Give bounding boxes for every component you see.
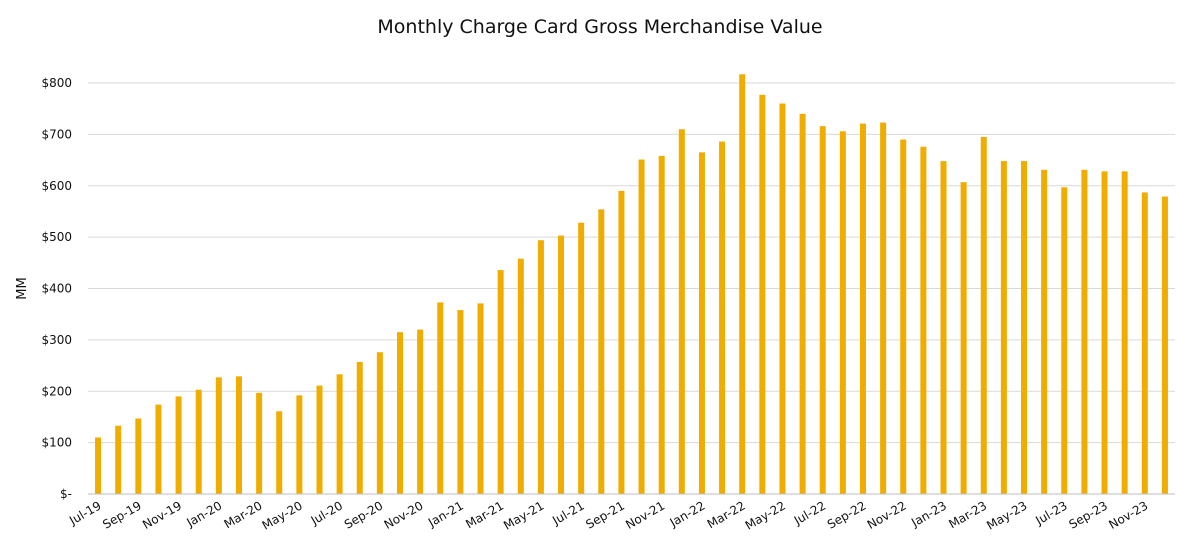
bar-apr-20 bbox=[276, 411, 283, 494]
bar-may-20 bbox=[296, 395, 303, 494]
bar-aug-23 bbox=[1081, 169, 1088, 495]
x-tick-label: Sep-22 bbox=[825, 498, 869, 531]
bar-feb-21 bbox=[477, 303, 484, 494]
x-tick-label: Jul-23 bbox=[1032, 498, 1069, 528]
bar-may-23 bbox=[1021, 161, 1028, 494]
bar-jul-23 bbox=[1061, 187, 1068, 494]
bar-dec-21 bbox=[678, 129, 685, 495]
bar-feb-20 bbox=[235, 376, 242, 494]
x-tick-label: Sep-19 bbox=[100, 498, 144, 531]
y-tick-label: $200 bbox=[41, 384, 72, 398]
bar-jun-22 bbox=[799, 113, 806, 494]
bar-dec-19 bbox=[195, 389, 202, 494]
chart-title: Monthly Charge Card Gross Merchandise Va… bbox=[377, 16, 823, 38]
bar-aug-22 bbox=[839, 131, 846, 495]
x-tick-label: Mar-23 bbox=[946, 498, 989, 531]
bar-sep-22 bbox=[859, 123, 866, 495]
x-tick-label: Jan-23 bbox=[908, 498, 949, 530]
x-tick-label: May-23 bbox=[984, 498, 1029, 532]
bar-oct-19 bbox=[155, 404, 162, 494]
bar-jan-21 bbox=[457, 310, 464, 494]
bar-nov-20 bbox=[417, 329, 424, 494]
x-tick-label: Mar-22 bbox=[705, 498, 748, 531]
bar-mar-22 bbox=[739, 74, 746, 495]
bar-may-22 bbox=[779, 103, 786, 495]
y-tick-label: $300 bbox=[41, 333, 72, 347]
bar-jun-21 bbox=[558, 235, 565, 495]
x-tick-label: Jul-19 bbox=[66, 498, 103, 528]
y-tick-label: $500 bbox=[41, 230, 72, 244]
bar-sep-20 bbox=[376, 352, 383, 494]
y-tick-label: $600 bbox=[41, 179, 72, 193]
x-tick-label: May-21 bbox=[501, 498, 546, 532]
x-tick-label: Jan-20 bbox=[183, 498, 224, 530]
bar-jan-23 bbox=[940, 161, 947, 494]
bar-jun-23 bbox=[1041, 169, 1048, 495]
bar-jul-22 bbox=[819, 126, 826, 494]
bar-mar-20 bbox=[256, 392, 263, 494]
bar-may-21 bbox=[537, 240, 544, 494]
bar-mar-21 bbox=[497, 270, 504, 494]
y-axis-label: MM bbox=[15, 277, 30, 299]
y-tick-label: $100 bbox=[41, 436, 72, 450]
x-tick-label: Sep-20 bbox=[342, 498, 386, 531]
bar-jul-20 bbox=[336, 374, 343, 494]
y-tick-label: $400 bbox=[41, 282, 72, 296]
x-tick-label: May-22 bbox=[743, 498, 788, 532]
bar-feb-23 bbox=[960, 182, 967, 494]
x-tick-label: Nov-20 bbox=[382, 498, 426, 531]
bar-jul-19 bbox=[95, 437, 102, 494]
bar-apr-23 bbox=[1000, 161, 1007, 494]
x-tick-label: Jan-21 bbox=[425, 498, 466, 530]
bar-sep-23 bbox=[1101, 171, 1108, 495]
bar-jan-20 bbox=[215, 377, 222, 494]
bar-nov-19 bbox=[175, 396, 182, 494]
x-tick-label: Mar-20 bbox=[222, 498, 265, 531]
x-tick-label: Jul-20 bbox=[308, 498, 345, 528]
bar-oct-20 bbox=[397, 332, 404, 494]
x-tick-label: Nov-21 bbox=[623, 498, 667, 531]
bar-dec-20 bbox=[437, 302, 444, 494]
bar-apr-21 bbox=[517, 258, 524, 494]
y-axis-ticks: $- $100 $200 $300 $400 $500 $600 $700 $800 bbox=[41, 76, 72, 501]
bar-jan-22 bbox=[698, 152, 705, 494]
bar-aug-21 bbox=[598, 209, 605, 494]
x-tick-label: Nov-23 bbox=[1106, 498, 1150, 531]
y-tick-label: $- bbox=[60, 487, 72, 501]
x-tick-label: Nov-22 bbox=[865, 498, 909, 531]
y-tick-label: $700 bbox=[41, 127, 72, 141]
bar-jun-20 bbox=[316, 385, 323, 494]
bar-oct-21 bbox=[638, 159, 645, 494]
bar-mar-23 bbox=[980, 136, 987, 494]
bar-nov-22 bbox=[900, 139, 907, 494]
x-tick-label: Jul-22 bbox=[791, 498, 828, 528]
x-tick-label: Jul-21 bbox=[549, 498, 586, 528]
x-tick-label: Jan-22 bbox=[667, 498, 708, 530]
bar-feb-22 bbox=[719, 141, 726, 494]
bar-nov-23 bbox=[1141, 192, 1148, 494]
bar-dec-23 bbox=[1161, 196, 1168, 494]
y-tick-label: $800 bbox=[41, 76, 72, 90]
bar-aug-19 bbox=[115, 425, 122, 494]
bar-sep-21 bbox=[618, 190, 625, 494]
bar-nov-21 bbox=[658, 155, 665, 494]
bar-jul-21 bbox=[578, 222, 585, 495]
x-tick-label: Sep-23 bbox=[1066, 498, 1110, 531]
bar-oct-23 bbox=[1121, 171, 1128, 495]
bar-sep-19 bbox=[135, 418, 142, 494]
bar-apr-22 bbox=[759, 94, 766, 494]
x-tick-label: Sep-21 bbox=[583, 498, 627, 531]
gridlines bbox=[88, 82, 1175, 444]
bar-oct-22 bbox=[880, 122, 887, 494]
bar-dec-22 bbox=[920, 146, 927, 494]
bars bbox=[95, 74, 1168, 495]
x-tick-label: May-20 bbox=[260, 498, 305, 532]
x-tick-label: Mar-21 bbox=[463, 498, 506, 531]
bar-aug-20 bbox=[356, 361, 363, 494]
x-tick-label: Nov-19 bbox=[140, 498, 184, 531]
